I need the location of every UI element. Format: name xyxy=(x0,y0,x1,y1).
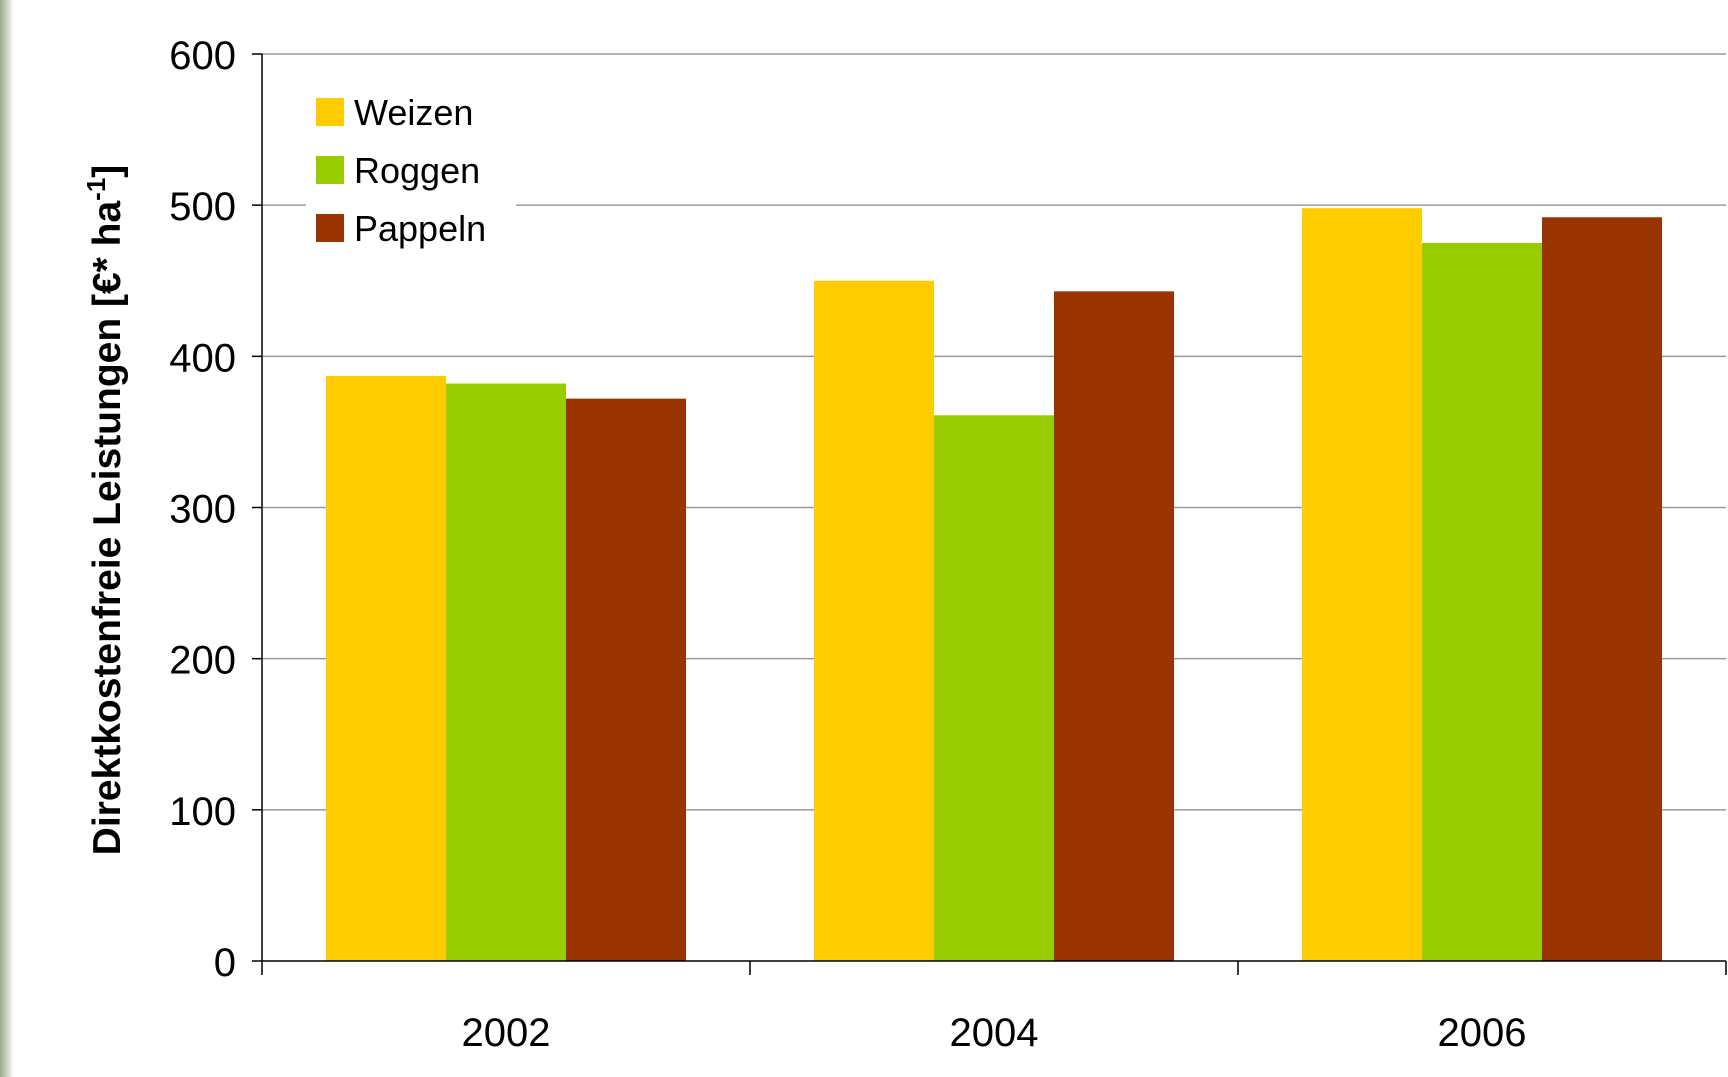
y-tick-label: 100 xyxy=(169,790,236,834)
y-tick-label: 500 xyxy=(169,185,236,229)
y-tick-labels: 0 100 200 300 400 500 600 xyxy=(169,34,236,985)
legend-label-roggen: Roggen xyxy=(354,150,480,191)
legend-swatch-weizen xyxy=(316,98,344,126)
bars xyxy=(326,208,1662,962)
legend-label-weizen: Weizen xyxy=(354,92,473,133)
legend: Weizen Roggen Pappeln xyxy=(306,86,516,264)
axes xyxy=(252,53,1727,975)
x-tick-label: 2004 xyxy=(950,1011,1039,1055)
bar-roggen-2002 xyxy=(446,383,566,961)
y-tick-label: 600 xyxy=(169,34,236,78)
legend-swatch-roggen xyxy=(316,156,344,184)
backdrop-edge xyxy=(0,0,14,1077)
x-tick-labels: 2002 2004 2006 xyxy=(462,1011,1527,1055)
bar-weizen-2002 xyxy=(326,375,446,961)
y-tick-label: 300 xyxy=(169,488,236,532)
y-axis-title-superscript: -1 xyxy=(81,178,111,201)
y-tick-label: 0 xyxy=(214,941,236,985)
y-tick-label: 400 xyxy=(169,336,236,380)
bar-pappeln-2004 xyxy=(1054,291,1174,961)
y-axis-title-close: ] xyxy=(86,165,129,178)
x-tick-label: 2002 xyxy=(462,1011,551,1055)
bar-weizen-2004 xyxy=(814,280,934,961)
legend-label-pappeln: Pappeln xyxy=(354,208,486,249)
bar-roggen-2006 xyxy=(1422,242,1542,962)
bar-pappeln-2002 xyxy=(566,398,686,961)
legend-swatch-pappeln xyxy=(316,214,344,242)
bar-weizen-2006 xyxy=(1302,208,1422,961)
y-axis-title: Direktkostenfreie Leistungen [€* ha-1] xyxy=(81,165,129,856)
bar-pappeln-2006 xyxy=(1542,217,1662,961)
bar-roggen-2004 xyxy=(934,415,1054,961)
y-axis-title-main: Direktkostenfreie Leistungen [€* ha xyxy=(86,201,129,856)
y-tick-label: 200 xyxy=(169,639,236,683)
x-tick-label: 2006 xyxy=(1438,1011,1527,1055)
